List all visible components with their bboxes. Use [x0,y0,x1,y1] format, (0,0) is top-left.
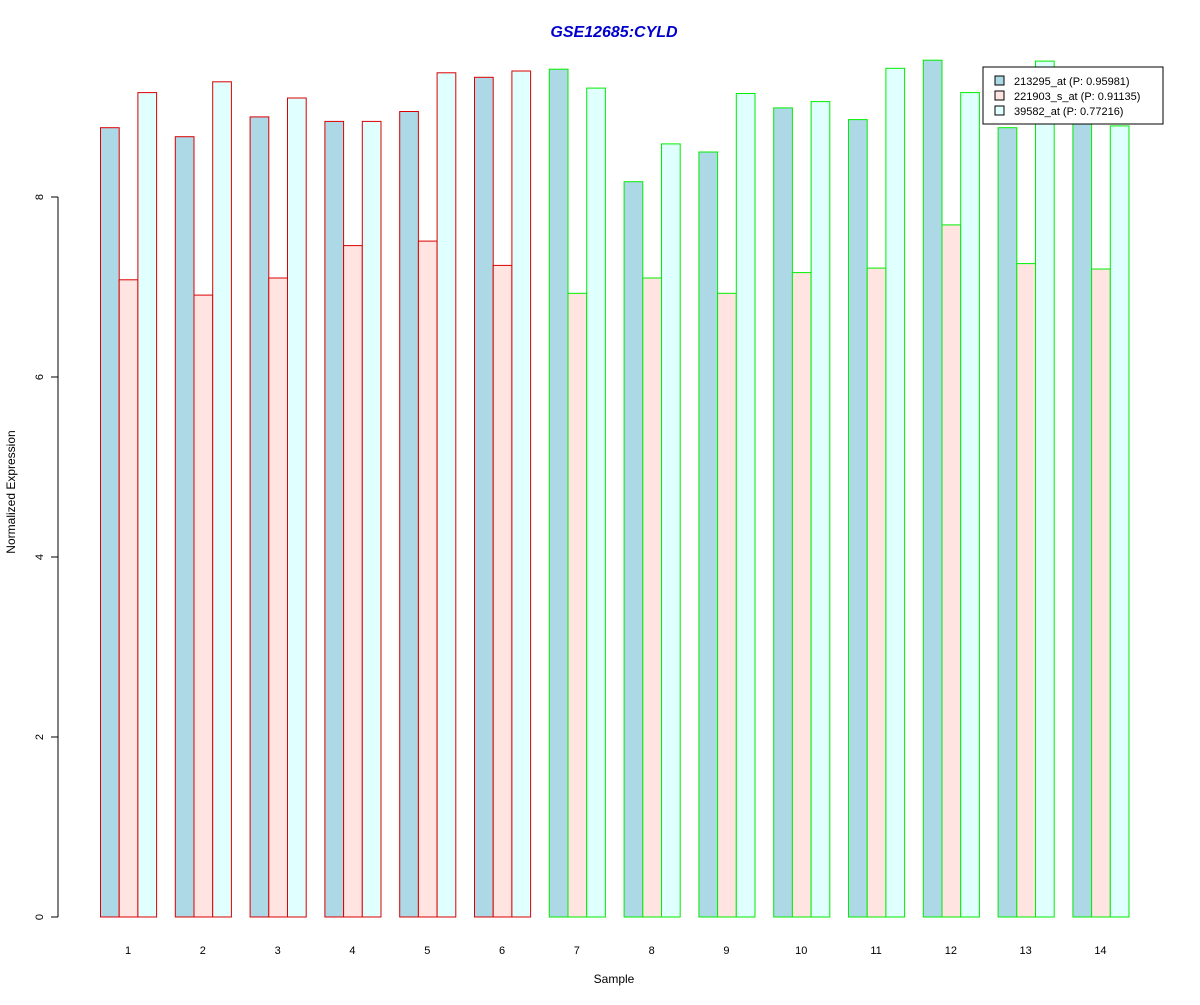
bar [922,59,943,918]
bar [548,68,569,918]
y-axis-label: Normalized Expression [4,430,18,553]
legend-swatch [994,105,1005,116]
chart-title: GSE12685:CYLD [550,24,678,41]
y-tick-label: 4 [34,554,46,560]
bar [343,245,363,918]
bar [586,87,606,918]
bar [997,127,1018,918]
bar [698,151,719,918]
legend-label: 213295_at (P: 0.95981) [1014,76,1130,88]
bar [268,277,288,918]
x-tick-label: 2 [200,945,206,957]
bar [810,101,831,918]
bar [642,277,662,918]
y-tick-label: 0 [34,914,46,920]
bar [417,240,438,918]
x-tick-labels: 1 2 3 4 5 6 7 8 9 10 11 12 13 14 [125,945,1107,957]
bar [941,224,962,918]
bar [1016,263,1036,918]
x-tick-label: 11 [870,945,881,957]
bar [399,111,419,918]
bar [193,294,214,918]
bar [474,76,494,918]
x-tick-label: 8 [649,945,655,957]
x-tick-label: 10 [795,945,807,957]
bar [735,93,756,918]
x-tick-label: 14 [1094,945,1106,957]
x-tick-label: 9 [723,945,729,957]
bar [1035,60,1055,918]
bar [436,72,457,918]
bar [361,120,382,918]
bars-group [100,59,1130,918]
bar [885,67,906,918]
bar [249,116,270,918]
legend-swatch [994,75,1005,86]
x-tick-label: 7 [574,945,580,957]
y-axis: 0 2 4 6 8 [34,194,59,920]
bar [866,267,887,918]
legend-swatch [994,90,1005,101]
bar [174,136,195,918]
bar [324,120,345,918]
bar [137,92,158,918]
bar [773,107,793,918]
bar [791,272,812,918]
x-axis-label: Sample [594,972,635,986]
bar [717,292,737,918]
y-tick-label: 2 [34,734,46,740]
x-tick-label: 6 [499,945,505,957]
bar [287,97,307,918]
x-tick-label: 3 [275,945,281,957]
x-tick-label: 13 [1020,945,1032,957]
x-tick-label: 5 [424,945,430,957]
y-tick-label: 6 [34,374,46,380]
bar [212,81,232,918]
bar [118,279,139,918]
legend-label: 221903_s_at (P: 0.91135) [1014,91,1140,103]
x-tick-label: 12 [945,945,957,957]
bar [567,292,588,918]
bar [1072,118,1093,918]
x-tick-label: 4 [349,945,355,957]
y-tick-label: 8 [34,194,46,200]
legend-label: 39582_at (P: 0.77216) [1014,106,1123,118]
bar [623,181,644,918]
legend-box [982,66,1164,125]
bar [848,119,868,918]
bar [1109,125,1130,918]
x-tick-label: 1 [125,945,131,957]
bar [661,143,681,918]
bar [960,92,980,918]
legend: 213295_at (P: 0.95981) 221903_s_at (P: 0.… [982,66,1164,125]
bar [100,127,120,918]
bar [511,70,532,918]
bar [1091,268,1111,918]
bar [492,264,513,918]
